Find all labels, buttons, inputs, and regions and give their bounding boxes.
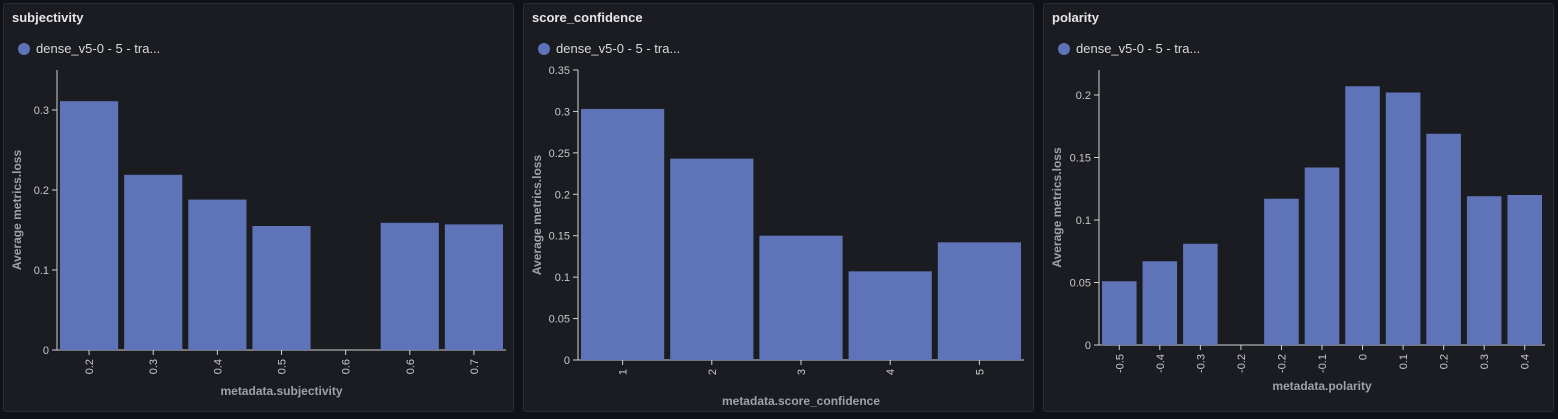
panel-subjectivity: subjectivity dense_v5-0 - 5 - tra... 0 0.…: [3, 3, 514, 412]
y-tick-label: 0.1: [34, 265, 49, 277]
y-tick-label: 0.05: [549, 314, 570, 326]
y-tick-label: 0.1: [1076, 215, 1091, 227]
panel-title[interactable]: subjectivity: [12, 10, 84, 25]
x-tick-label: 0.1: [1398, 354, 1410, 369]
bar: [1183, 243, 1218, 345]
x-tick-label: 2: [707, 369, 719, 375]
y-tick-label: 0.3: [555, 106, 570, 118]
x-tick-label: 1: [618, 369, 630, 375]
bar: [1264, 198, 1299, 345]
bar: [1466, 196, 1502, 345]
legend-swatch: [18, 42, 30, 55]
x-tick-label: 5: [974, 369, 986, 375]
legend-label: dense_v5-0 - 5 - tra...: [1076, 41, 1201, 56]
x-tick-label: -0.3: [1195, 354, 1207, 373]
x-tick-label: 0.4: [1520, 354, 1532, 369]
y-axis-title: Average metrics.loss: [1050, 147, 1064, 268]
bar: [1102, 281, 1137, 345]
bar: [1142, 261, 1178, 345]
bar: [60, 101, 119, 350]
bar: [1507, 195, 1542, 345]
legend-label: dense_v5-0 - 5 - tra...: [36, 41, 161, 56]
x-axis-title: metadata.score_confidence: [722, 394, 880, 408]
y-tick-label: 0: [1085, 340, 1091, 352]
y-tick-label: 0.1: [555, 272, 570, 284]
legend[interactable]: dense_v5-0 - 5 - tra...: [1058, 41, 1200, 56]
y-tick-label: 0.2: [1076, 90, 1091, 102]
y-tick-label: 0.35: [549, 65, 570, 77]
bar: [759, 235, 843, 360]
x-tick-label: -0.2: [1276, 354, 1288, 373]
legend-swatch: [1058, 42, 1070, 55]
x-tick-label: 0.4: [212, 359, 224, 374]
bar: [444, 224, 503, 350]
x-tick-label: 0.3: [1479, 354, 1491, 369]
x-axis-title: metadata.subjectivity: [220, 384, 342, 398]
y-tick-label: 0.2: [34, 185, 49, 197]
legend[interactable]: dense_v5-0 - 5 - tra...: [18, 41, 160, 56]
x-tick-label: 0: [1358, 354, 1370, 360]
y-tick-label: 0.15: [1070, 153, 1091, 165]
x-tick-label: 0.2: [84, 359, 96, 374]
x-tick-label: -0.2: [1236, 354, 1248, 373]
y-tick-label: 0.05: [1070, 278, 1091, 290]
legend[interactable]: dense_v5-0 - 5 - tra...: [538, 41, 680, 56]
bar: [188, 199, 247, 350]
x-tick-label: -0.4: [1155, 354, 1167, 373]
panel-title[interactable]: polarity: [1052, 10, 1099, 25]
x-tick-label: 0.5: [277, 359, 289, 374]
bar: [1426, 133, 1461, 345]
x-tick-label: 4: [885, 369, 897, 375]
bar: [1345, 86, 1380, 345]
bar: [380, 222, 439, 350]
chart-subjectivity: 0 0.1 0.2 0.3 0.2 0.3 0.4 0.5 0.6 0.6 0.7 metadata.…: [10, 70, 506, 398]
legend-label: dense_v5-0 - 5 - tra...: [556, 41, 681, 56]
chart-polarity: 0 0.05 0.1 0.15 0.2 -0.5 -0.4 -0.3 -0.2 -0.2 -0.1 0…: [1050, 70, 1545, 393]
x-tick-label: 0.2: [1439, 354, 1451, 369]
bar: [252, 226, 311, 350]
x-tick-label: 3: [796, 369, 808, 375]
panel-title[interactable]: score_confidence: [532, 10, 643, 25]
y-tick-label: 0: [43, 345, 49, 357]
bar: [1304, 167, 1340, 345]
legend-swatch: [538, 42, 550, 55]
y-axis-title: Average metrics.loss: [10, 150, 24, 271]
x-tick-label: 0.6: [341, 359, 353, 374]
y-tick-label: 0.25: [549, 148, 570, 160]
x-axis-title: metadata.polarity: [1272, 379, 1372, 393]
chart-score-confidence: 0 0.05 0.1 0.15 0.2 0.25 0.3 0.35 1 2 3 4 5 metadata.…: [530, 65, 1024, 408]
y-axis-title: Average metrics.loss: [530, 155, 544, 276]
panel-score-confidence: score_confidence dense_v5-0 - 5 - tra...…: [523, 3, 1034, 412]
x-tick-label: 0.6: [405, 359, 417, 374]
bar: [670, 158, 754, 360]
bar: [124, 174, 183, 350]
x-tick-label: -0.5: [1114, 354, 1126, 373]
bar: [848, 271, 932, 360]
x-tick-label: -0.1: [1317, 354, 1329, 373]
bar: [581, 108, 665, 360]
y-tick-label: 0.3: [34, 105, 49, 117]
y-tick-label: 0: [564, 355, 570, 367]
bar: [937, 242, 1021, 360]
panel-polarity: polarity dense_v5-0 - 5 - tra... 0 0.05 0.…: [1043, 3, 1554, 412]
bar: [1385, 92, 1421, 345]
x-tick-label: 0.3: [148, 359, 160, 374]
y-tick-label: 0.15: [549, 231, 570, 243]
x-tick-label: 0.7: [469, 359, 481, 374]
y-tick-label: 0.2: [555, 189, 570, 201]
